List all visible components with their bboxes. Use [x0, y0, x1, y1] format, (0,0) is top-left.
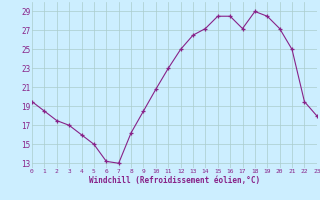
- X-axis label: Windchill (Refroidissement éolien,°C): Windchill (Refroidissement éolien,°C): [89, 176, 260, 185]
